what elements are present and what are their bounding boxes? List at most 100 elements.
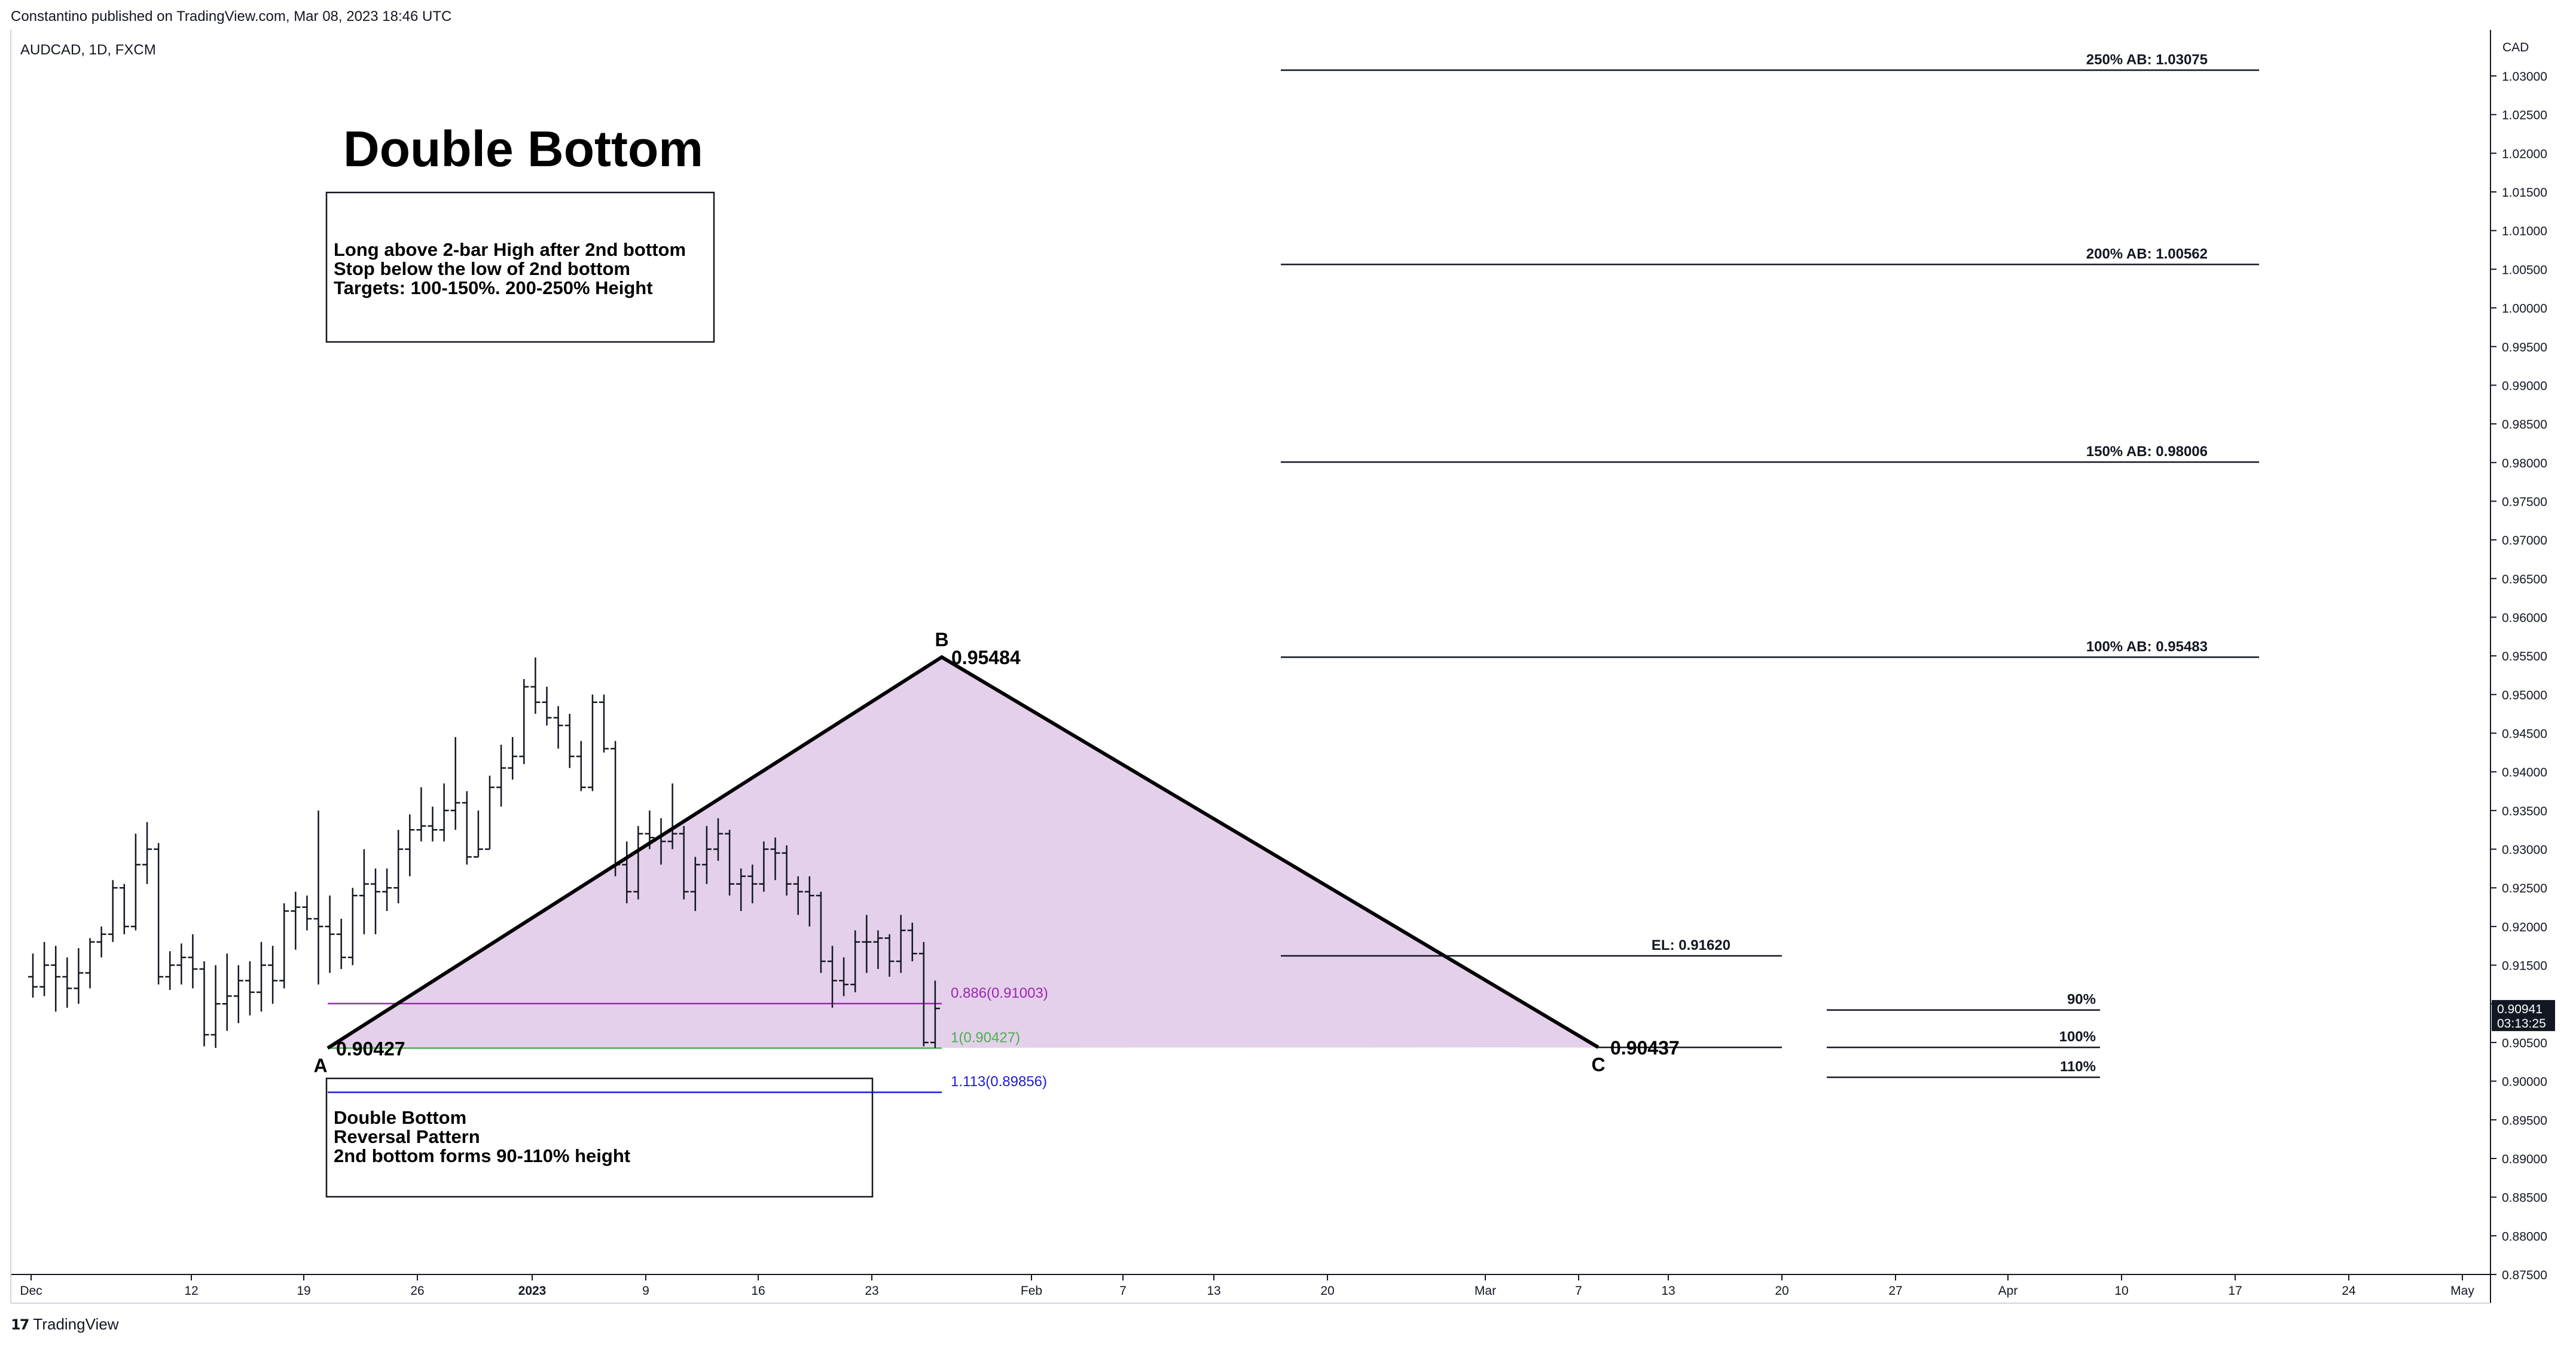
y-tick-label: 0.94000 (2502, 766, 2547, 780)
y-tick-label: 0.90000 (2502, 1075, 2547, 1089)
fib-level-label: 1(0.90427) (951, 1029, 1020, 1046)
price-bar (188, 934, 198, 989)
rules-box (325, 191, 715, 343)
y-tick-label: 1.00500 (2502, 263, 2547, 277)
price-bar (862, 915, 872, 973)
price-bar (199, 961, 209, 1047)
x-tick-label: 16 (751, 1284, 765, 1298)
price-bar (62, 957, 72, 1008)
price-bar (930, 980, 940, 1048)
x-tick-label: Feb (1021, 1284, 1042, 1298)
x-tick-label: 13 (1661, 1284, 1675, 1298)
price-bar (530, 657, 541, 714)
price-bar (907, 922, 917, 962)
y-tick-label: 0.99000 (2502, 379, 2547, 393)
price-bar (793, 876, 803, 915)
pattern-trend-line (326, 655, 1600, 1050)
price-bar (154, 843, 164, 985)
price-bar (28, 953, 38, 998)
price-bar (873, 930, 883, 970)
price-bar (667, 783, 677, 849)
price-bar (485, 775, 495, 850)
x-tick-label: Dec (20, 1284, 42, 1298)
price-bar (782, 845, 792, 896)
y-tick-label: 0.96500 (2502, 573, 2547, 586)
x-tick-label: Apr (1998, 1284, 2018, 1298)
y-tick-label: 0.89000 (2502, 1153, 2547, 1166)
price-bar (473, 810, 483, 858)
price-bar (336, 918, 346, 970)
price-bar (371, 868, 380, 934)
price-bar (416, 787, 426, 842)
price-bar (393, 830, 404, 904)
x-tick-label: 24 (2342, 1284, 2356, 1298)
x-tick-label: 13 (1207, 1284, 1220, 1298)
y-tick-label: 1.02000 (2502, 147, 2547, 161)
price-bar (130, 833, 141, 931)
target-level-label: 150% AB: 0.98006 (2086, 444, 2208, 460)
y-tick-label: 0.87500 (2502, 1268, 2547, 1282)
point-b-value: 0.95484 (951, 647, 1021, 668)
y-tick-label: 1.03000 (2502, 70, 2547, 84)
price-bar (839, 957, 849, 996)
price-bar (564, 714, 575, 768)
target-level-label: 100% AB: 0.95483 (2086, 638, 2208, 655)
y-tick-label: 1.01500 (2502, 186, 2547, 200)
pattern-box (325, 1077, 874, 1198)
price-bar (142, 822, 152, 884)
price-bar (165, 951, 175, 990)
currency-label: CAD (2502, 41, 2529, 54)
y-tick-label: 0.91500 (2502, 959, 2547, 973)
retrace-level-label: 90% (2067, 992, 2096, 1008)
current-price-badge (2492, 999, 2555, 1031)
point-c-label: C (1591, 1054, 1605, 1075)
point-b-label: B (935, 629, 948, 650)
price-bar (450, 736, 460, 830)
x-tick-label: 20 (1320, 1284, 1334, 1298)
countdown-label: 03:13:25 (2497, 1017, 2546, 1031)
price-bar (85, 938, 95, 989)
y-tick-label: 0.93500 (2502, 805, 2547, 818)
retrace-level-label: 110% (2060, 1059, 2096, 1075)
symbol-legend[interactable]: AUDCAD, 1D, FXCM (20, 42, 156, 58)
price-bar (268, 946, 278, 1004)
price-bar (108, 880, 118, 942)
point-a-label: A (313, 1054, 327, 1076)
y-tick-label: 0.90500 (2502, 1037, 2547, 1050)
y-tick-label: 0.91000 (2502, 998, 2547, 1011)
price-bar (725, 830, 735, 896)
x-tick-label: 26 (410, 1284, 424, 1298)
fib-level-label: 1.113(0.89856) (951, 1074, 1047, 1090)
entry-level-label: EL: 0.91620 (1652, 937, 1730, 953)
y-tick-label: 0.88000 (2502, 1230, 2547, 1243)
x-tick-label: Mar (1475, 1284, 1496, 1298)
price-bar (462, 791, 472, 865)
y-tick-label: 1.00000 (2502, 302, 2547, 316)
price-bar (347, 888, 358, 965)
y-tick-label: 0.96000 (2502, 611, 2547, 625)
target-level-label: 200% AB: 1.00562 (2086, 246, 2208, 262)
price-bar (245, 961, 255, 1016)
price-bar (747, 864, 758, 904)
price-bar (553, 706, 563, 749)
tradingview-branding[interactable]: 17 TradingView (11, 1315, 118, 1334)
rules-box-line: Stop below the low of 2nd bottom (334, 258, 630, 279)
y-tick-label: 0.97500 (2502, 495, 2547, 509)
price-bar (816, 891, 826, 973)
y-tick-label: 0.92500 (2502, 882, 2547, 895)
price-bar (884, 934, 895, 977)
x-tick-label: May (2450, 1284, 2474, 1298)
price-bar (611, 741, 621, 876)
price-bar (599, 694, 609, 753)
x-tick-label: 20 (1775, 1284, 1788, 1298)
price-bar (542, 686, 552, 726)
y-tick-label: 0.94500 (2502, 727, 2547, 741)
retrace-level-label: 100% (2059, 1029, 2096, 1045)
price-bar (313, 810, 323, 985)
price-bar (359, 849, 369, 934)
x-tick-label: 23 (865, 1284, 878, 1298)
point-c-value: 0.90437 (1610, 1037, 1680, 1059)
x-tick-label: 2023 (518, 1284, 547, 1298)
x-tick-label: 10 (2114, 1284, 2128, 1298)
